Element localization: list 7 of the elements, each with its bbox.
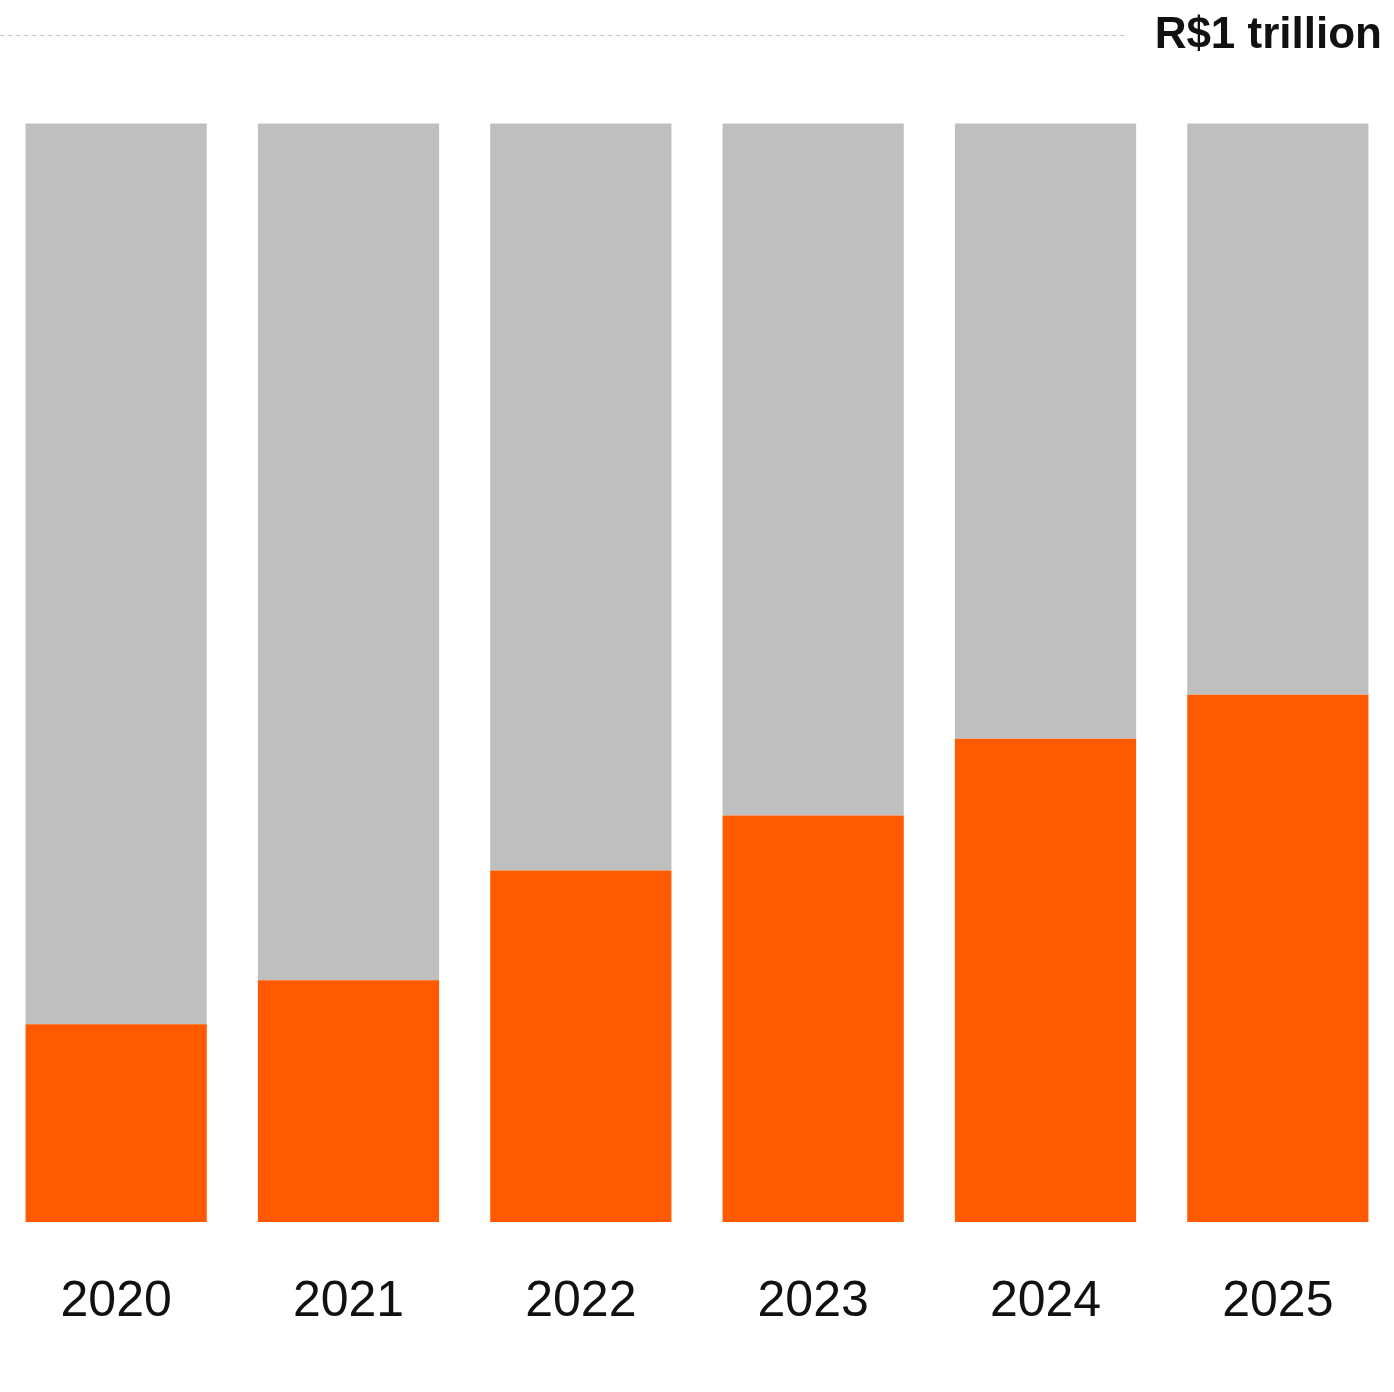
x-tick-label: 2021 [292, 1270, 405, 1327]
x-tick-label: 2020 [60, 1270, 172, 1327]
x-tick-label: 2025 [1222, 1270, 1334, 1327]
x-tick-label: 2023 [757, 1270, 869, 1327]
x-tick-label: 2024 [989, 1270, 1102, 1327]
ref-line-label: R$1 trillion [1154, 7, 1382, 57]
x-tick-label: 2022 [525, 1270, 637, 1327]
